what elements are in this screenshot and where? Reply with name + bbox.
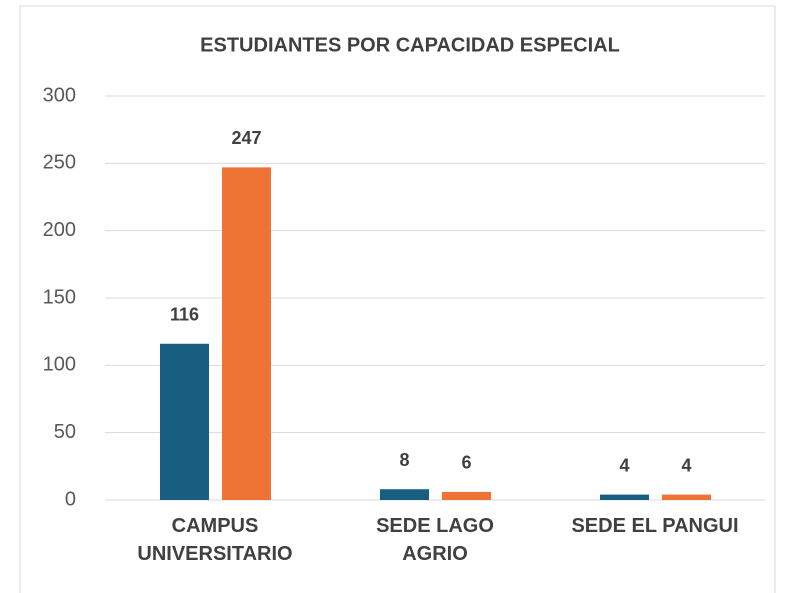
bar (160, 343, 209, 500)
x-tick-label: CAMPUS UNIVERSITARIO (137, 515, 293, 565)
data-label: 4 (619, 455, 629, 475)
data-label: 8 (399, 450, 409, 470)
y-tick-label: 100 (43, 354, 76, 376)
chart-title: ESTUDIANTES POR CAPACIDAD ESPECIAL (200, 34, 620, 56)
data-label: 6 (461, 453, 471, 473)
x-tick-label: SEDE LAGO AGRIO (376, 515, 494, 565)
bar (600, 494, 649, 500)
y-tick-label: 250 (43, 152, 76, 174)
bar (442, 491, 491, 500)
data-label: 4 (681, 455, 691, 475)
x-tick-label: SEDE EL PANGUI (571, 515, 739, 537)
data-label: 247 (231, 128, 261, 148)
y-tick-label: 200 (43, 219, 76, 241)
y-tick-label: 300 (43, 84, 76, 106)
bar (222, 167, 271, 500)
y-tick-label: 0 (65, 488, 76, 510)
bar (662, 494, 711, 500)
y-tick-label: 50 (54, 421, 76, 443)
y-tick-label: 150 (43, 286, 76, 308)
chart-frame (19, 5, 776, 593)
data-label: 116 (170, 305, 199, 325)
bar (380, 489, 429, 500)
